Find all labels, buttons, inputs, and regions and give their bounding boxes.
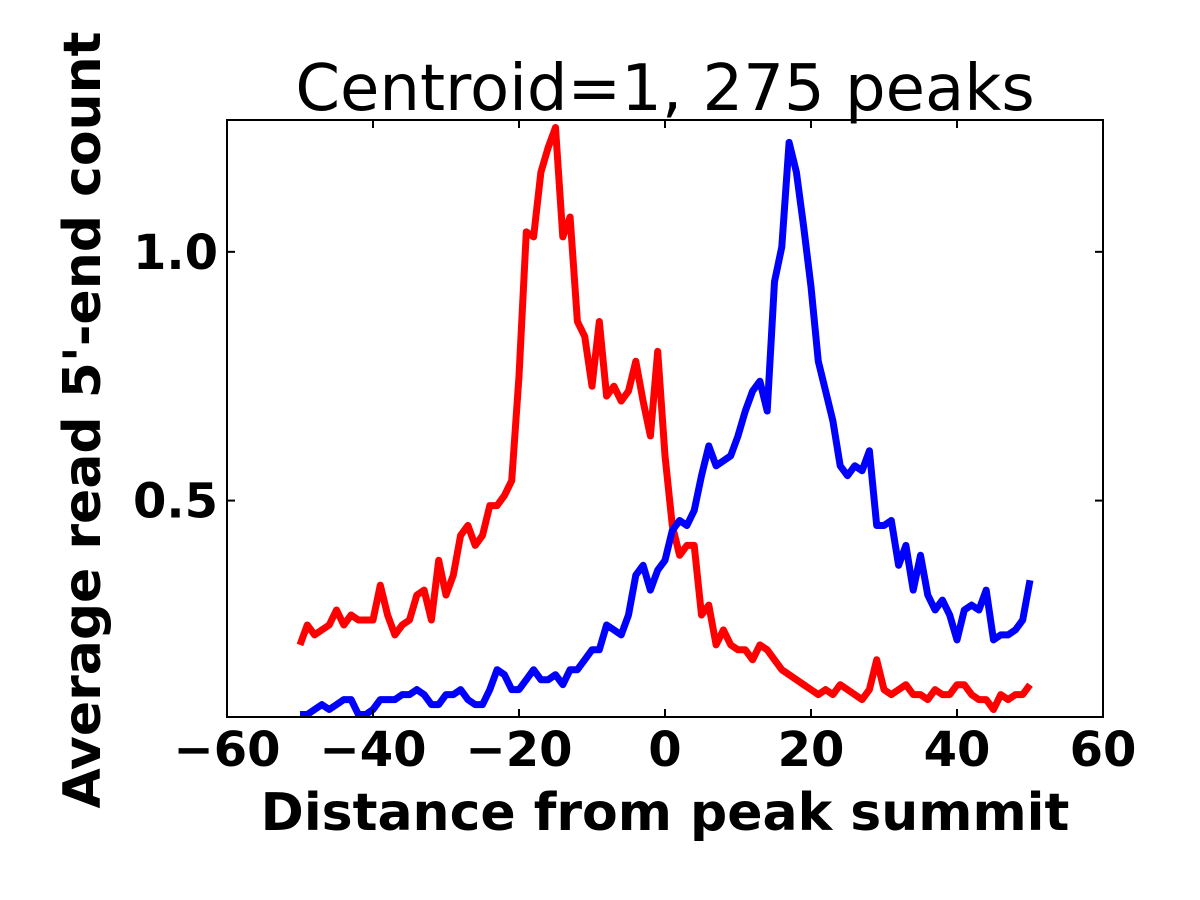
- x-tick-label: 0: [648, 722, 681, 778]
- series-layer: [296, 124, 1034, 718]
- x-axis-label: Distance from peak summit: [261, 783, 1070, 843]
- x-tick-label: −40: [319, 722, 426, 778]
- series-line-1: [296, 124, 1033, 713]
- y-axis-label: Average read 5'-end count: [53, 32, 113, 809]
- x-tick-label: 40: [924, 722, 991, 778]
- x-tick-label: 20: [778, 722, 845, 778]
- tick-layer: −60 −40 −20 0 20 40 60 0.5 1.0: [133, 120, 1136, 778]
- y-tick-label: 0.5: [133, 474, 218, 530]
- y-tick-label: 1.0: [133, 225, 218, 281]
- x-tick-label: −20: [465, 722, 572, 778]
- series-line-2: [300, 138, 1034, 718]
- x-tick-label: 60: [1070, 722, 1137, 778]
- x-tick-label: −60: [173, 722, 280, 778]
- chart-title: Centroid=1, 275 peaks: [295, 52, 1034, 126]
